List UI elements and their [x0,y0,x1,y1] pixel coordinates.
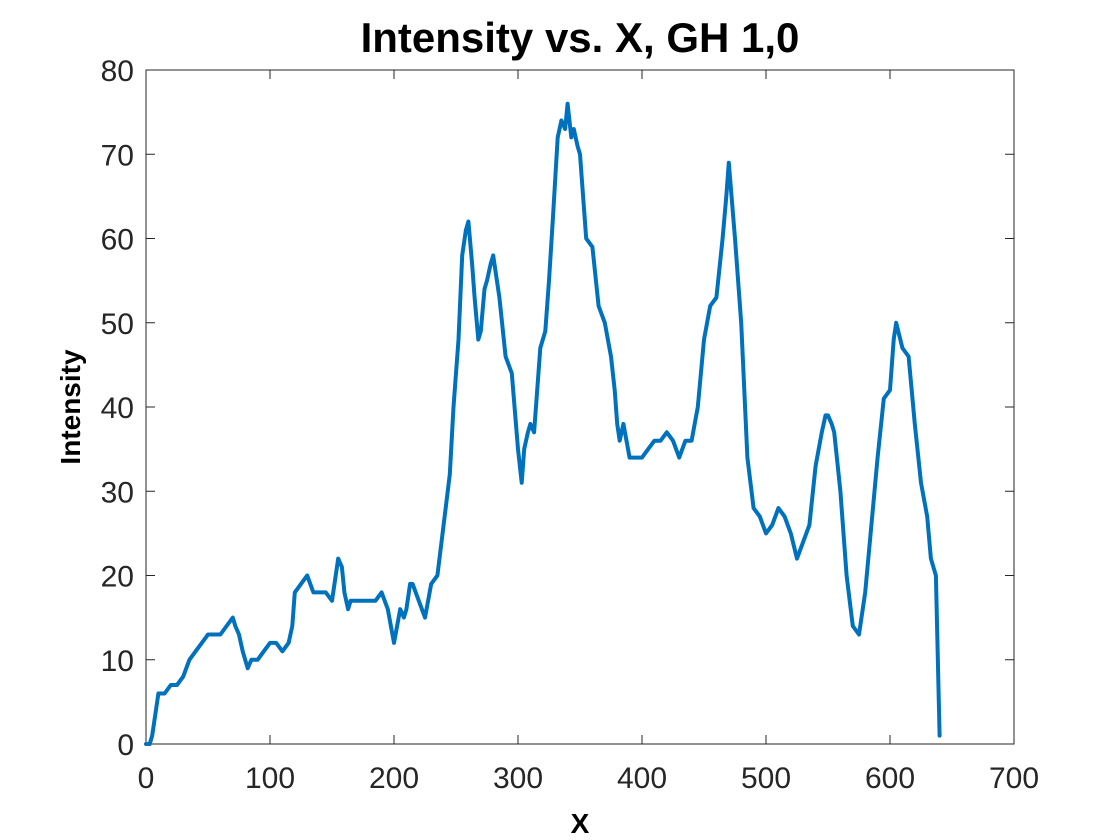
y-tick-label: 80 [101,55,134,88]
y-tick-label: 30 [101,476,134,509]
x-tick-label: 500 [741,762,791,795]
y-tick-label: 0 [117,729,134,762]
y-tick-label: 70 [101,139,134,172]
y-tick-label: 10 [101,645,134,678]
x-tick-label: 400 [617,762,667,795]
series-line [144,101,942,746]
x-tick-label: 0 [138,762,155,795]
x-axis-label: X [571,808,590,839]
x-tick-label: 100 [245,762,295,795]
x-tick-label: 600 [865,762,915,795]
x-tick-label: 200 [369,762,419,795]
x-tick-label: 700 [989,762,1039,795]
x-axis: 0 100 200 300 400 500 600 700 [138,70,1039,795]
y-axis-label: Intensity [55,349,86,465]
y-tick-label: 20 [101,561,134,594]
y-axis: 0 10 20 30 40 50 60 70 80 [101,55,1014,762]
y-tick-label: 40 [101,392,134,425]
y-tick-label: 50 [101,308,134,341]
x-tick-label: 300 [493,762,543,795]
chart-title: Intensity vs. X, GH 1,0 [361,14,800,61]
y-tick-label: 60 [101,224,134,257]
